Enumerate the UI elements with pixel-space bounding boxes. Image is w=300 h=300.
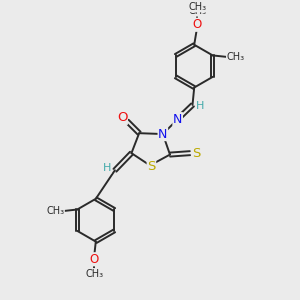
Text: O: O — [90, 253, 99, 266]
Text: S: S — [192, 147, 200, 160]
Text: CH₃: CH₃ — [188, 6, 206, 16]
Text: CH₃: CH₃ — [46, 206, 64, 216]
Text: O: O — [192, 18, 202, 31]
Text: S: S — [147, 160, 156, 173]
Text: N: N — [158, 128, 167, 140]
Text: O: O — [117, 111, 127, 124]
Text: CH₃: CH₃ — [188, 2, 206, 12]
Text: CH₃: CH₃ — [85, 268, 103, 278]
Text: H: H — [196, 101, 205, 111]
Text: N: N — [173, 113, 182, 126]
Text: H: H — [103, 163, 111, 173]
Text: CH₃: CH₃ — [226, 52, 244, 62]
